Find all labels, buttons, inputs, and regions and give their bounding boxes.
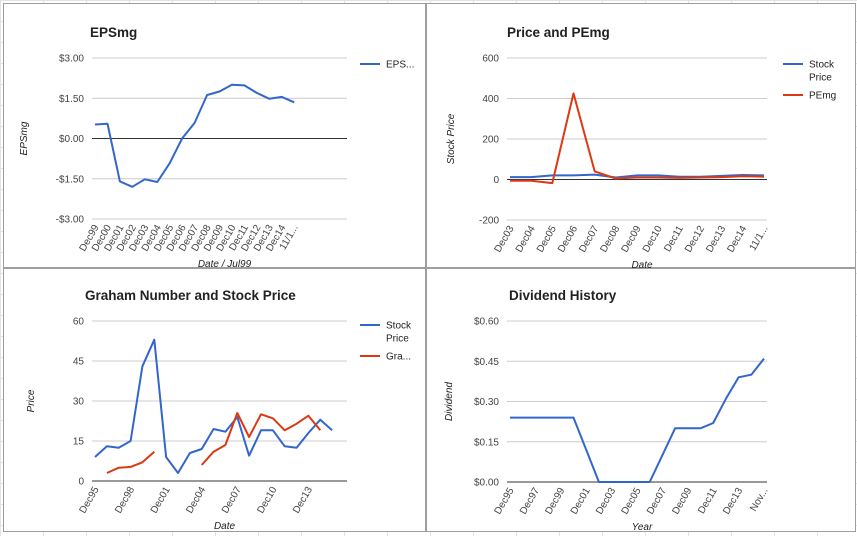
x-tick-label: Dec04: [514, 224, 538, 255]
series-line-1: [510, 92, 765, 185]
x-tick-label: Dec09: [670, 486, 694, 517]
y-tick-label: 0: [493, 175, 499, 186]
legend-entry-line: Price: [809, 73, 832, 84]
chart-title: Graham Number and Stock Price: [85, 288, 296, 303]
price-pe-chart-panel[interactable]: Price and PEmg -200 0 200 400 600 Dec03 Dec04 De…: [426, 3, 856, 269]
y-tick-label: $0.00: [474, 478, 499, 489]
legend-entry-line: Price: [386, 334, 409, 345]
x-tick-label: Dec13: [721, 486, 745, 517]
legend-entry: PEmg: [809, 91, 836, 102]
y-tick-label: 30: [73, 397, 85, 408]
x-tick-label: Dec99: [543, 486, 567, 517]
y-tick-label: $0.30: [474, 397, 499, 408]
eps-chart: EPSmg-$3.00-$1.50$0.00$1.50$3.00Dec99Dec…: [19, 25, 414, 269]
y-tick-label: -200: [479, 216, 499, 227]
x-tick-label: Dec03: [594, 486, 618, 517]
y-axis-label: EPSmg: [19, 121, 30, 155]
y-tick-label: 15: [73, 437, 85, 448]
legend-entry: Gra...: [386, 352, 411, 363]
series-line-0: [510, 357, 765, 483]
x-tick-label: Dec03: [493, 224, 517, 255]
y-tick-label: -$1.50: [56, 174, 85, 185]
x-tick-label: Dec11: [696, 486, 720, 516]
legend-entry-line: Stock: [386, 321, 412, 332]
y-tick-label: -$3.00: [56, 215, 85, 226]
series-line-0: [510, 173, 765, 179]
dividend-chart: Dividend History $0.00 $0.15 $0.30 $0.45 $0.6…: [444, 288, 771, 533]
x-tick-label: Dec05: [620, 486, 644, 517]
x-tick-label: Dec12: [683, 224, 707, 255]
x-tick-label: Dec06: [556, 224, 580, 255]
y-tick-label: 400: [482, 94, 499, 105]
x-tick-label: Dec07: [577, 224, 601, 255]
y-tick-label: 600: [482, 54, 499, 65]
legend-entry: EPS...: [386, 60, 414, 71]
x-tick-label: Dec05: [535, 224, 559, 255]
y-tick-label: $1.50: [59, 94, 84, 105]
y-tick-label: $0.60: [474, 317, 499, 328]
legend-entry: Stock Price: [386, 321, 412, 345]
y-axis-label: Stock Price: [446, 113, 457, 164]
y-tick-label: $3.00: [59, 54, 84, 65]
x-axis-label: Date: [631, 260, 653, 269]
x-tick-label: Nov...: [748, 486, 770, 513]
x-tick-label: Dec10: [641, 224, 665, 255]
graham-chart-panel[interactable]: Graham Number and Stock Price 0 15 30 45 60 De…: [3, 268, 426, 532]
legend-entry: Stock Price: [809, 60, 835, 84]
chart-title: EPSmg: [90, 25, 137, 40]
x-axis-label: Date / Jul99: [198, 259, 252, 269]
x-tick-label: Dec97: [518, 486, 542, 517]
x-tick-label: Dec95: [78, 485, 102, 516]
x-tick-label: Dec01: [149, 485, 173, 516]
y-axis-label: Dividend: [444, 382, 455, 421]
x-tick-label: Dec07: [220, 485, 244, 516]
x-tick-label: Dec13: [704, 224, 728, 255]
series-line-1: [200, 412, 322, 466]
y-tick-label: 60: [73, 317, 85, 328]
eps-chart-panel[interactable]: EPSmg -$3.00 -$1.50 $0.00 $1.50 $3.00 Dec99 Dec…: [3, 3, 426, 269]
x-tick-label: Dec04: [184, 485, 208, 516]
y-tick-label: 200: [482, 135, 499, 146]
x-tick-label: Dec10: [255, 485, 279, 516]
y-tick-label: $0.00: [59, 134, 84, 145]
x-tick-label: Dec01: [569, 486, 593, 517]
y-tick-label: 45: [73, 357, 85, 368]
y-axis-label: Price: [26, 389, 37, 412]
x-tick-label: 11/1...: [748, 224, 771, 253]
series-line-0: [94, 338, 333, 474]
y-tick-label: $0.45: [474, 357, 499, 368]
x-tick-label: Dec08: [598, 224, 622, 255]
x-axis-label: Date: [214, 521, 236, 532]
x-tick-label: Dec09: [620, 224, 644, 255]
legend-entry-line: Stock: [809, 60, 835, 71]
dividend-chart-panel[interactable]: Dividend History $0.00 $0.15 $0.30 $0.45 $0.6…: [426, 268, 856, 533]
chart-title: Price and PEmg: [507, 25, 610, 40]
x-tick-label: Dec13: [291, 485, 315, 516]
series-line-0: [94, 83, 295, 188]
series-line-1: [106, 450, 155, 474]
y-tick-label: 0: [78, 477, 84, 488]
x-axis-label: Year: [632, 522, 653, 533]
chart-title: Dividend History: [509, 288, 617, 303]
x-tick-label: Dec07: [645, 486, 669, 517]
graham-chart: Graham Number and Stock Price 0 15 30 45 60 De…: [26, 288, 412, 532]
x-tick-label: Dec98: [113, 485, 137, 516]
price-pe-chart: Price and PEmg-2000200400600Dec03Dec04De…: [446, 25, 836, 269]
x-tick-label: Dec95: [493, 486, 517, 517]
y-tick-label: $0.15: [474, 437, 499, 448]
x-tick-label: Dec14: [725, 224, 749, 255]
